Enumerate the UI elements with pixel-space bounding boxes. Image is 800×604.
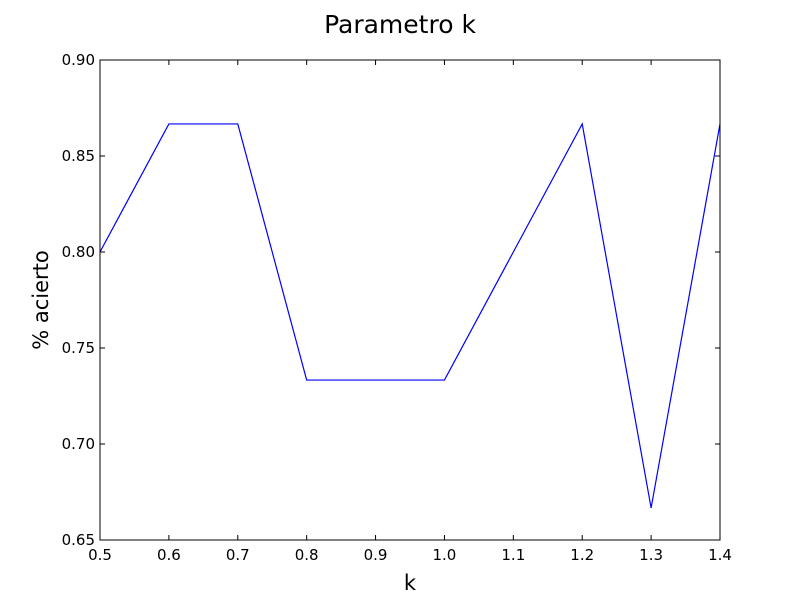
x-tick-label: 1.2 <box>570 546 594 564</box>
y-tick-label: 0.90 <box>62 51 95 69</box>
x-tick-label: 0.7 <box>226 546 250 564</box>
chart-marks <box>99 122 721 509</box>
x-tick-label: 1.1 <box>501 546 525 564</box>
chart-title: Parametro k <box>324 10 476 39</box>
y-tick-label: 0.70 <box>62 435 95 453</box>
y-tick-label: 0.80 <box>62 243 95 261</box>
x-tick-label: 0.9 <box>364 546 388 564</box>
x-tick-label: 0.6 <box>157 546 181 564</box>
x-axis-ticks: 0.5 0.6 0.7 0.8 0.9 1.0 1.1 1.2 1.3 1.4 <box>88 60 732 564</box>
x-tick-label: 1.4 <box>708 546 732 564</box>
x-tick-label: 1.3 <box>639 546 663 564</box>
y-tick-label: 0.85 <box>62 147 95 165</box>
plot-frame <box>99 59 721 541</box>
x-axis-title: k <box>404 571 417 595</box>
y-tick-label: 0.75 <box>62 339 95 357</box>
series-line-1 <box>99 122 721 509</box>
x-tick-label: 0.8 <box>295 546 319 564</box>
y-axis-title: % acierto <box>29 250 53 350</box>
x-tick-label: 0.5 <box>88 546 112 564</box>
y-axis-ticks: 0.65 0.70 0.75 0.80 0.85 0.90 <box>62 51 720 549</box>
y-tick-label: 0.65 <box>62 531 95 549</box>
x-tick-label: 1.0 <box>433 546 457 564</box>
